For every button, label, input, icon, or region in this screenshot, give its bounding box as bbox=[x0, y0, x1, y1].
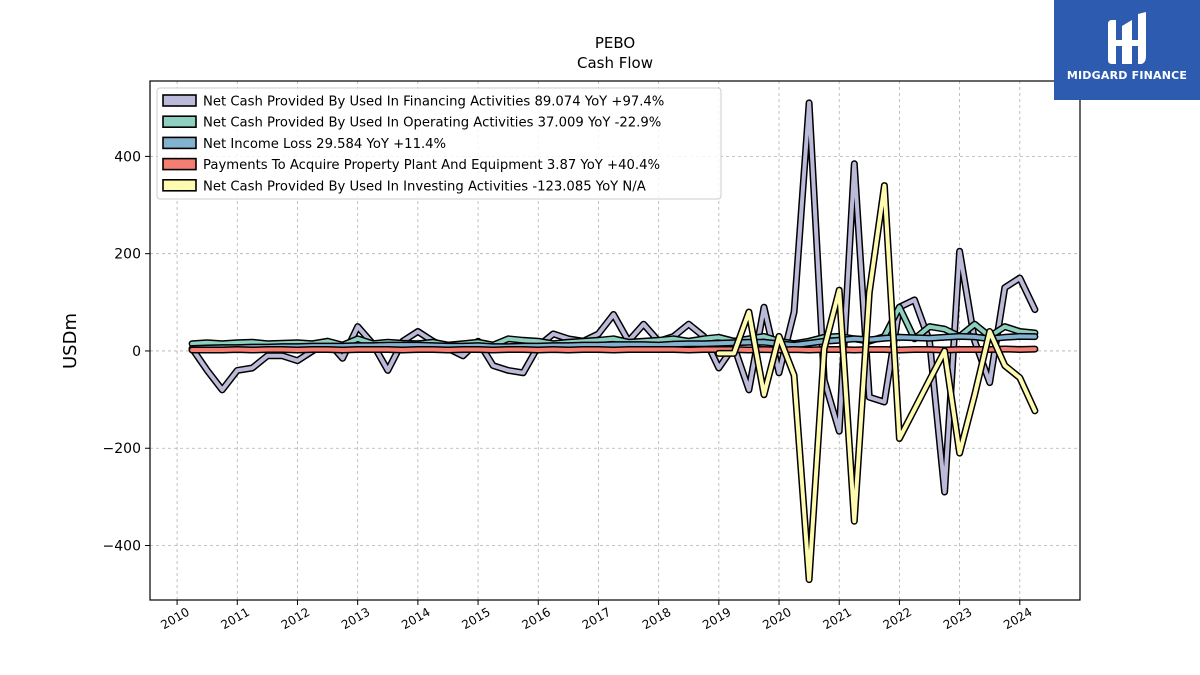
legend-entry-label: Net Income Loss 29.584 YoY +11.4% bbox=[203, 137, 446, 152]
series-payments-to-acquire-property-plant-and-equipment-line bbox=[190, 347, 1037, 352]
legend-swatch bbox=[162, 179, 197, 192]
y-tick-label: 200 bbox=[114, 247, 141, 263]
x-tick-label: 2022 bbox=[881, 605, 914, 632]
data-series bbox=[188, 99, 1039, 584]
midgard-logo-icon bbox=[1108, 12, 1146, 64]
y-tick-label: 400 bbox=[114, 149, 141, 165]
brand-name: MIDGARD FINANCE bbox=[1066, 69, 1188, 82]
chart-title: PEBO bbox=[595, 34, 635, 52]
x-tick-label: 2024 bbox=[1001, 605, 1034, 632]
y-tick-label: 0 bbox=[132, 344, 141, 360]
y-tick-label: −200 bbox=[103, 441, 141, 457]
legend-entry-label: Net Cash Provided By Used In Investing A… bbox=[203, 179, 646, 194]
x-tick-label: 2010 bbox=[158, 605, 191, 632]
legend-swatch bbox=[162, 157, 197, 171]
x-tick-label: 2012 bbox=[279, 605, 312, 632]
x-tick-label: 2023 bbox=[941, 605, 974, 632]
plot-frame bbox=[149, 80, 1081, 601]
x-tick-label: 2016 bbox=[520, 605, 553, 632]
legend-swatch bbox=[162, 115, 197, 128]
x-tick-label: 2011 bbox=[219, 605, 252, 632]
x-tick-label: 2013 bbox=[339, 605, 372, 632]
x-tick-label: 2020 bbox=[760, 605, 793, 632]
legend: Net Cash Provided By Used In Financing A… bbox=[156, 87, 722, 200]
legend-swatch bbox=[162, 94, 197, 107]
legend-entry-label: Net Cash Provided By Used In Operating A… bbox=[203, 116, 661, 131]
y-tick-label: −400 bbox=[103, 539, 141, 555]
x-tick-label: 2019 bbox=[700, 605, 733, 632]
legend-swatch bbox=[162, 136, 197, 150]
series-net-cash-provided-by-used-in-investing-activities-line bbox=[716, 183, 1037, 582]
chart-subtitle: Cash Flow bbox=[577, 54, 653, 72]
x-tick-label: 2015 bbox=[459, 605, 492, 632]
x-tick-label: 2014 bbox=[399, 605, 432, 632]
legend-entry-label: Payments To Acquire Property Plant And E… bbox=[203, 158, 660, 173]
x-tick-label: 2021 bbox=[820, 605, 853, 632]
legend-box bbox=[156, 87, 722, 200]
brand-badge: MIDGARD FINANCE bbox=[1054, 0, 1200, 100]
x-tick-label: 2017 bbox=[580, 605, 613, 632]
y-axis-label: USDm bbox=[60, 313, 81, 369]
x-tick-label: 2018 bbox=[640, 605, 673, 632]
legend-entry-label: Net Cash Provided By Used In Financing A… bbox=[203, 95, 664, 110]
